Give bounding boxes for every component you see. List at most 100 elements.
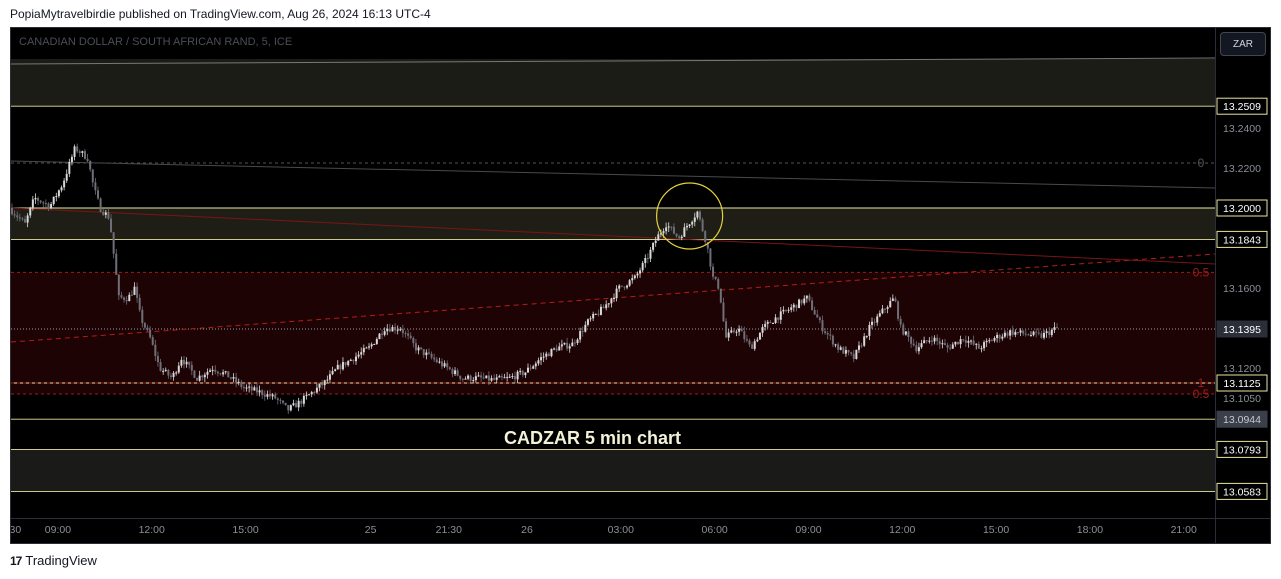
candle-body-348 xyxy=(917,347,920,352)
candle-body-19 xyxy=(60,187,63,191)
candle-body-359 xyxy=(946,344,949,348)
candle-body-297 xyxy=(785,309,787,311)
candle-body-236 xyxy=(626,285,629,288)
candle-body-69 xyxy=(190,364,193,371)
y-tick-label-2: 13.1600 xyxy=(1223,283,1261,295)
candle-body-112 xyxy=(302,395,305,404)
candle-body-284 xyxy=(751,344,754,349)
candle-body-391 xyxy=(1029,335,1032,337)
highlight-circle[interactable] xyxy=(656,182,724,250)
candle-body-8 xyxy=(31,199,34,208)
trend-line-3[interactable] xyxy=(11,253,1216,343)
chart-panel[interactable]: 0 0.5 1 0.5 13.2400 13.2200 13.1600 13.1200 13.1… xyxy=(10,27,1271,544)
candle-body-353 xyxy=(930,340,933,342)
candle-body-177 xyxy=(472,380,475,382)
candle-body-191 xyxy=(508,376,511,378)
candle-body-14 xyxy=(47,203,50,209)
candle-body-107 xyxy=(289,405,292,411)
candle-body-96 xyxy=(261,390,264,396)
candle-body-356 xyxy=(938,341,941,345)
candle-body-211 xyxy=(560,344,563,347)
footer-brand[interactable]: 17 TradingView xyxy=(10,553,97,568)
candle-body-389 xyxy=(1024,333,1027,335)
candle-body-141 xyxy=(378,333,381,340)
x-tick-label-6: 26 xyxy=(521,524,533,536)
candle-body-224 xyxy=(594,313,597,315)
candle-body-101 xyxy=(274,394,277,399)
candle-body-260 xyxy=(688,224,691,226)
candle-body-278 xyxy=(735,331,738,333)
candle-body-313 xyxy=(826,333,829,335)
candle-body-204 xyxy=(542,356,545,358)
trend-line-2[interactable] xyxy=(11,207,1216,265)
candle-body-68 xyxy=(188,361,191,365)
candle-body-50 xyxy=(141,309,144,324)
candle-body-318 xyxy=(839,347,842,350)
symbol-title: CANADIAN DOLLAR / SOUTH AFRICAN RAND, 5,… xyxy=(19,36,293,48)
candle-body-209 xyxy=(555,348,558,351)
candle-body-42 xyxy=(120,295,123,298)
candle-body-74 xyxy=(203,374,206,378)
candle-body-150 xyxy=(401,329,404,334)
x-tick-label-0: 6:30 xyxy=(11,524,21,536)
candle-body-178 xyxy=(474,376,477,381)
candle-body-322 xyxy=(850,352,853,354)
candle-body-369 xyxy=(972,340,975,345)
candle-body-133 xyxy=(357,354,360,357)
candle-body-296 xyxy=(782,309,785,312)
candle-body-199 xyxy=(529,367,532,369)
candle-body-239 xyxy=(633,275,636,279)
candle-body-56 xyxy=(156,355,159,363)
candle-body-57 xyxy=(159,362,162,371)
candle-body-82 xyxy=(224,371,227,373)
candle-body-335 xyxy=(884,308,887,310)
candle-body-309 xyxy=(816,314,819,318)
y-tick-label-4: 13.1050 xyxy=(1223,393,1261,405)
candle-body-97 xyxy=(263,395,266,397)
candle-body-376 xyxy=(990,340,993,342)
candle-body-401 xyxy=(1056,327,1059,329)
candle-body-48 xyxy=(136,286,139,298)
fib-label-3: 0.5 xyxy=(1193,387,1210,401)
trend-line-0[interactable] xyxy=(11,160,1216,189)
candle-body-148 xyxy=(396,329,399,331)
candle-body-157 xyxy=(420,347,423,350)
candle-body-71 xyxy=(196,377,199,381)
candle-body-346 xyxy=(912,343,915,346)
candle-body-65 xyxy=(180,359,183,366)
candle-body-55 xyxy=(154,344,157,356)
candle-body-206 xyxy=(547,353,550,357)
candle-body-308 xyxy=(813,310,816,315)
candle-body-108 xyxy=(292,403,295,406)
candle-body-171 xyxy=(456,370,459,376)
candle-body-237 xyxy=(628,280,631,286)
candle-body-324 xyxy=(855,349,858,359)
candle-body-327 xyxy=(863,336,866,346)
candle-body-41 xyxy=(117,274,120,296)
currency-button[interactable]: ZAR xyxy=(1220,32,1266,56)
candlestick-chart[interactable]: 00.510.513.240013.220013.160013.120013.1… xyxy=(11,28,1270,543)
candle-body-332 xyxy=(876,316,879,323)
candle-body-248 xyxy=(657,234,660,241)
candle-body-4 xyxy=(21,218,24,220)
trend-line-1[interactable] xyxy=(11,57,1216,65)
candle-body-241 xyxy=(639,270,642,274)
candle-body-342 xyxy=(902,324,905,335)
candle-body-32 xyxy=(94,182,97,191)
candle-body-58 xyxy=(162,370,165,372)
candle-body-189 xyxy=(503,377,506,379)
candle-body-291 xyxy=(769,321,772,324)
candle-body-238 xyxy=(631,278,634,281)
candle-body-99 xyxy=(269,394,271,397)
candle-body-375 xyxy=(988,340,991,342)
candle-body-208 xyxy=(553,348,556,350)
candle-body-288 xyxy=(761,326,764,333)
candle-body-256 xyxy=(678,236,681,239)
x-tick-label-4: 25 xyxy=(365,524,377,536)
candle-body-187 xyxy=(498,376,501,378)
x-tick-label-5: 21:30 xyxy=(436,524,462,536)
fib-label-1: 0.5 xyxy=(1193,265,1210,279)
candle-body-214 xyxy=(568,346,571,349)
candle-body-113 xyxy=(305,395,308,397)
candle-body-119 xyxy=(321,383,324,386)
